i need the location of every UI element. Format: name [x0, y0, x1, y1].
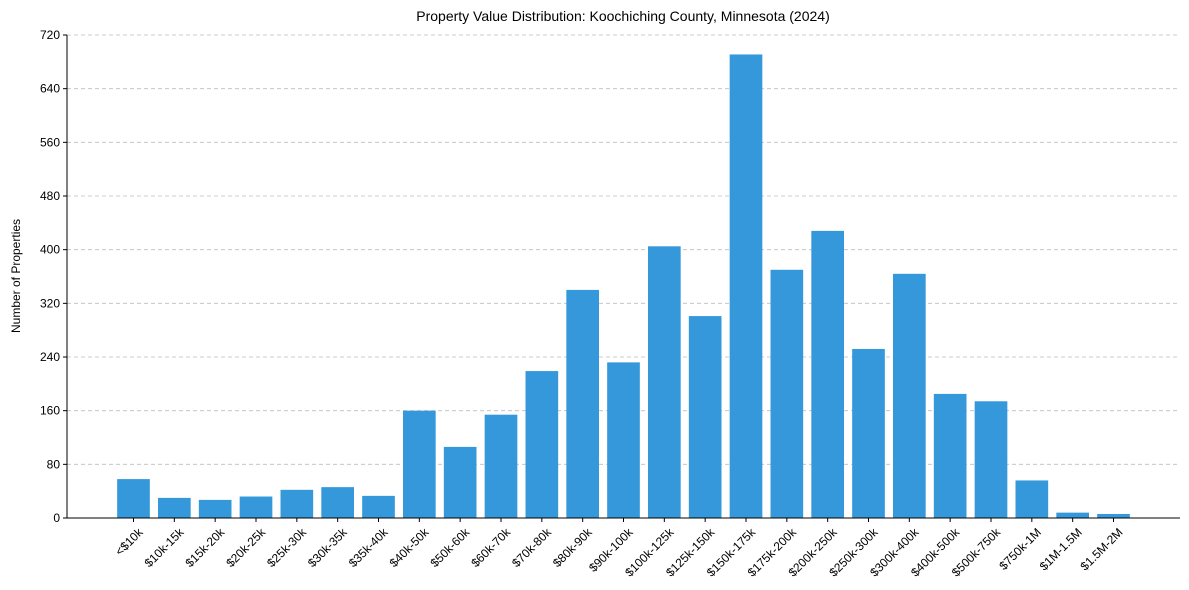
bar-24 — [1056, 512, 1089, 518]
x-tick-label-1: <$10k — [112, 525, 146, 559]
y-tick-label-240: 240 — [40, 350, 60, 364]
x-ticks: <$10k$10k-15k$15k-20k$20k-25k$25k-30k$30… — [112, 518, 1126, 579]
bar-21 — [933, 393, 967, 518]
y-tick-label-160: 160 — [40, 404, 60, 418]
x-tick-label-3: $15k-20k — [182, 525, 228, 571]
bar-20 — [893, 273, 926, 518]
x-tick-label-9: $50k-60k — [427, 525, 473, 571]
bar-6 — [321, 487, 354, 518]
bar-2 — [158, 497, 191, 518]
bar-19 — [852, 348, 885, 518]
chart-title: Property Value Distribution: Koochiching… — [416, 8, 829, 24]
x-tick-label-2: $10k-15k — [142, 525, 188, 571]
y-tick-label-560: 560 — [40, 135, 60, 149]
bar-22 — [974, 401, 1008, 518]
y-tick-label-80: 80 — [47, 457, 61, 471]
y-axis-label: Number of Properties — [9, 219, 23, 333]
bar-23 — [1015, 480, 1049, 518]
bar-1 — [117, 479, 150, 518]
x-tick-label-7: $35k-40k — [346, 525, 392, 571]
bar-13 — [607, 362, 640, 518]
bar-15 — [688, 316, 722, 518]
bar-3 — [198, 499, 232, 518]
x-tick-label-25: $1.5M-2M — [1078, 525, 1126, 573]
x-tick-label-23: $750k-1M — [996, 525, 1044, 573]
bar-5 — [280, 489, 314, 518]
y-tick-label-640: 640 — [40, 82, 60, 96]
y-tick-label-0: 0 — [53, 511, 60, 525]
x-tick-label-6: $30k-35k — [305, 525, 351, 571]
bar-16 — [729, 54, 763, 519]
bar-7 — [362, 495, 395, 518]
bar-17 — [770, 269, 804, 518]
bar-18 — [811, 230, 844, 518]
bar-14 — [648, 246, 681, 518]
x-tick-label-5: $25k-30k — [264, 525, 310, 571]
x-tick-label-8: $40k-50k — [387, 525, 433, 571]
y-tick-label-400: 400 — [40, 243, 60, 257]
bar-4 — [239, 496, 273, 518]
bar-12 — [566, 289, 599, 518]
x-tick-label-10: $60k-70k — [468, 525, 514, 571]
bars — [117, 54, 1130, 519]
grid-lines — [67, 34, 1180, 465]
bar-10 — [484, 414, 518, 518]
x-tick-label-24: $1M-1.5M — [1037, 525, 1085, 573]
x-tick-label-11: $70k-80k — [509, 525, 555, 571]
bar-11 — [525, 371, 559, 518]
y-tick-label-720: 720 — [40, 28, 60, 42]
bar-25 — [1097, 513, 1130, 518]
y-ticks: 0 80 160 240 320 400 480 560 640 720 — [40, 28, 67, 525]
y-tick-label-320: 320 — [40, 296, 60, 310]
y-tick-label-480: 480 — [40, 189, 60, 203]
bar-8 — [403, 410, 436, 518]
x-tick-label-4: $20k-25k — [223, 525, 269, 571]
bar-9 — [443, 446, 477, 518]
